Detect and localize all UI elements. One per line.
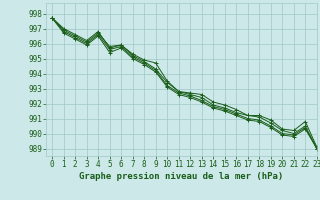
X-axis label: Graphe pression niveau de la mer (hPa): Graphe pression niveau de la mer (hPa) (79, 172, 284, 181)
